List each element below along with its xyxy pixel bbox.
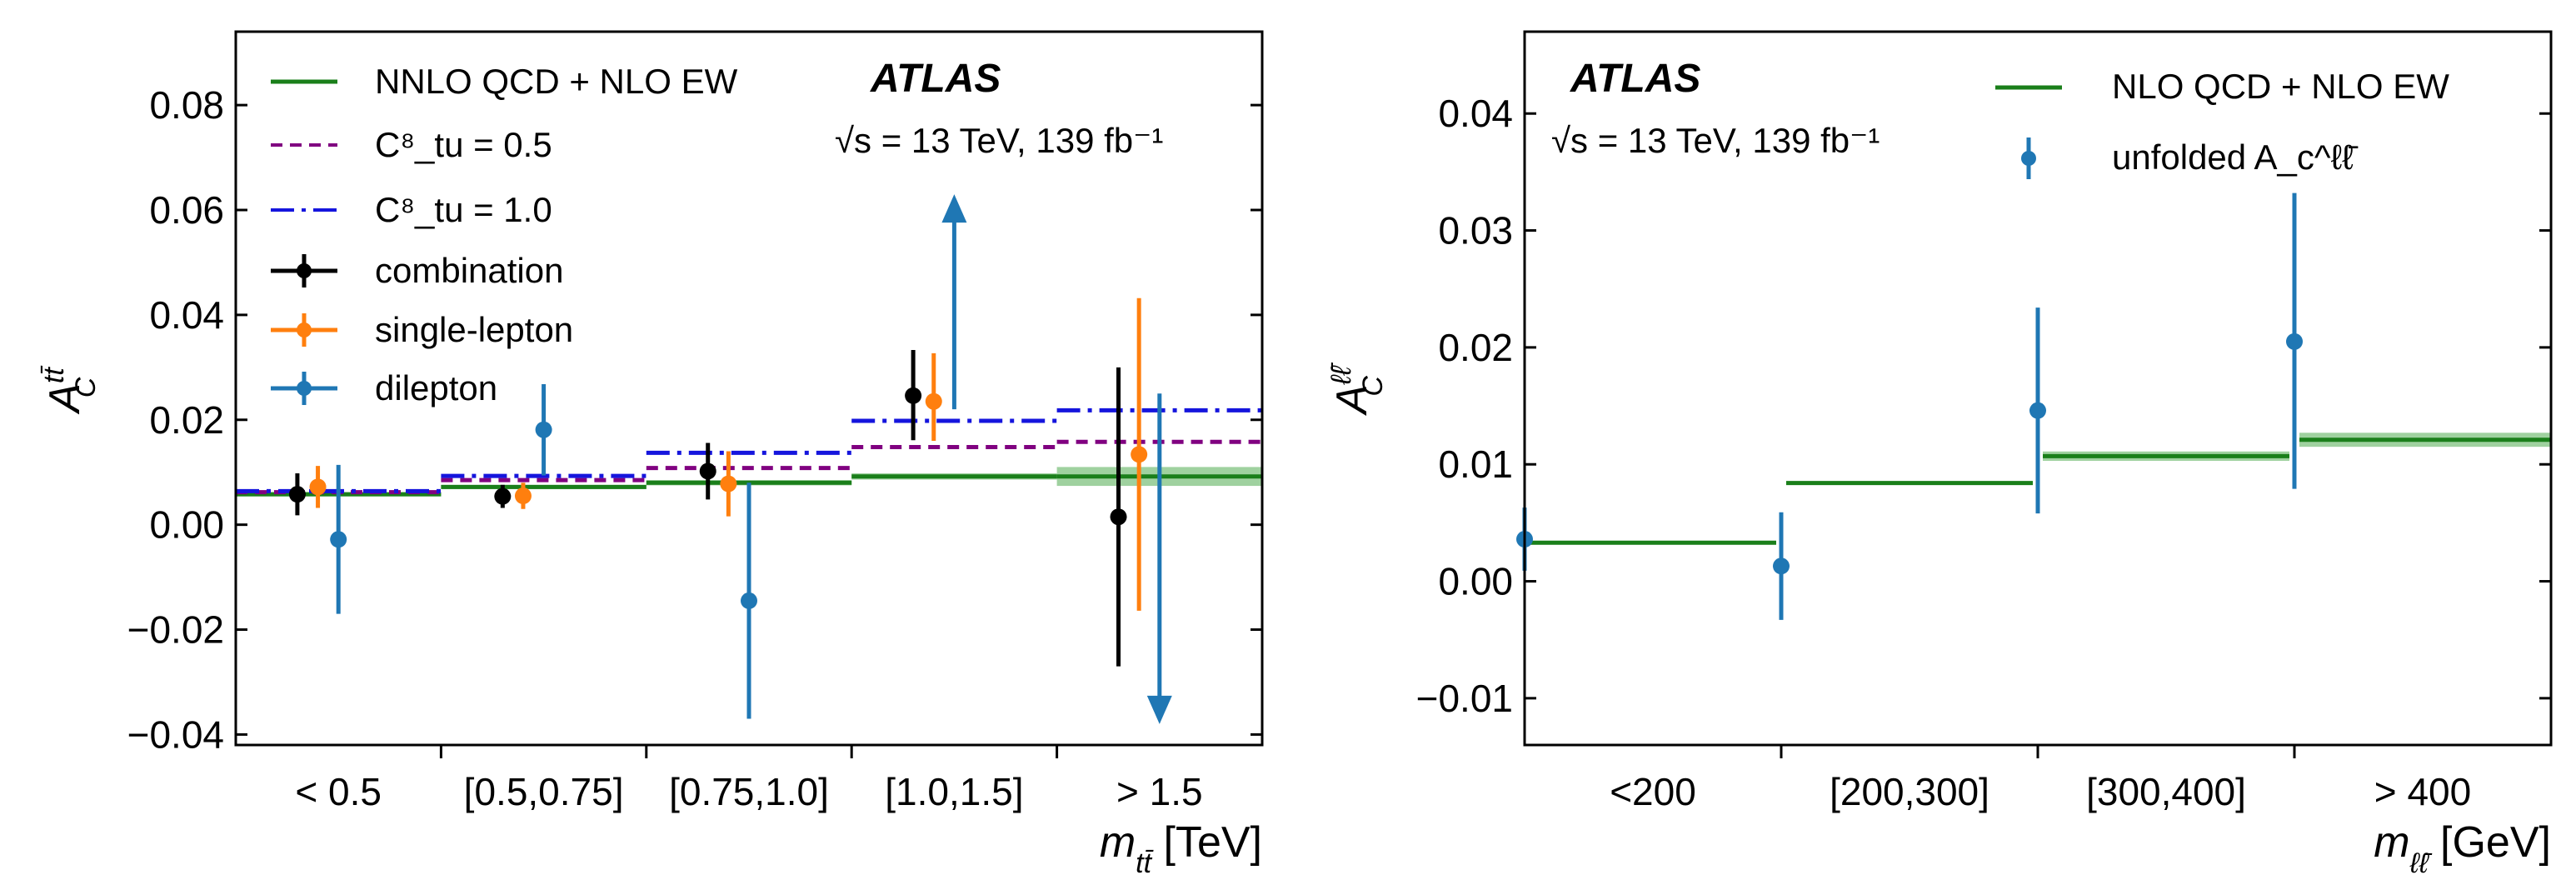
right-ytick-label: 0.02	[1438, 326, 1513, 369]
right-data-point	[2286, 332, 2303, 350]
legend-single-lepton-marker	[297, 322, 312, 338]
left-limit-arrow-head	[1146, 695, 1172, 724]
right-data-point	[2029, 402, 2046, 419]
left-y-axis: −0.04 −0.02 0.00 0.02 0.04 0.06 0.08	[127, 83, 1262, 756]
left-data-point	[699, 462, 716, 480]
right-legend: NLO QCD + NLO EW unfolded A_c^ℓℓ̄	[1995, 67, 2449, 179]
left-plot-frame	[234, 30, 1264, 747]
legend-unfolded-label: unfolded A_c^ℓℓ̄	[2112, 138, 2359, 177]
left-data-point	[1131, 446, 1148, 463]
right-x-axis-title: mℓℓ̄ [GeV]	[2374, 818, 2551, 879]
left-data-point	[288, 486, 306, 503]
legend-dilepton-label: dilepton	[375, 368, 497, 408]
legend-single-lepton-label: single-lepton	[375, 310, 573, 349]
legend-c10-label: C⁸_tu = 1.0	[375, 190, 552, 229]
left-limit-arrow-head	[941, 194, 967, 223]
legend-unfolded-marker	[2021, 151, 2036, 166]
left-plot-area	[236, 194, 1262, 724]
left-category-label: [1.0,1.5]	[885, 770, 1023, 813]
right-category-label: [200,300]	[1830, 770, 1989, 813]
left-ytick-label: 0.08	[149, 83, 224, 127]
right-ytick-label: 0.03	[1438, 209, 1513, 252]
left-data-point	[1110, 508, 1127, 526]
legend-combination-label: combination	[375, 251, 563, 290]
legend-c05-label: C⁸_tu = 0.5	[375, 125, 552, 164]
right-category-label: <200	[1610, 770, 1696, 813]
left-ytick-label: −0.02	[127, 608, 224, 652]
right-data-point	[1773, 558, 1790, 575]
left-atlas-label: ATLAS	[870, 57, 1001, 101]
legend-nlo-label: NLO QCD + NLO EW	[2112, 67, 2449, 106]
left-ytick-label: 0.04	[149, 293, 224, 337]
left-category-label: < 0.5	[295, 770, 382, 813]
left-category-label: [0.75,1.0]	[669, 770, 829, 813]
legend-dilepton-marker	[297, 381, 312, 396]
right-plot-area	[1516, 192, 2551, 620]
left-category-label: > 1.5	[1116, 770, 1203, 813]
right-ytick-label: 0.00	[1438, 560, 1513, 603]
left-data-point	[494, 488, 512, 505]
left-category-label: [0.5,0.75]	[464, 770, 624, 813]
left-data-point	[514, 488, 532, 505]
left-data-point	[925, 392, 942, 410]
left-ytick-label: 0.06	[149, 188, 224, 232]
right-ytick-label: 0.04	[1438, 92, 1513, 135]
right-panel: −0.01 0.00 0.01 0.02 0.03 0.04 <200 [200,300] […	[1325, 30, 2553, 879]
left-ytick-label: 0.02	[149, 398, 224, 442]
left-legend: NNLO QCD + NLO EW C⁸_tu = 0.5 C⁸_tu = 1.…	[271, 62, 738, 408]
right-ytick-label: −0.01	[1416, 677, 1513, 720]
left-data-point	[741, 592, 757, 609]
left-panel: −0.04 −0.02 0.00 0.02 0.04 0.06 0.08 < 0.5 [0.5…	[38, 30, 1264, 879]
left-data-point	[309, 478, 327, 496]
right-y-axis-title: Aℓℓ̄C	[1325, 362, 1389, 417]
left-y-axis-title: Att̄C	[38, 365, 102, 414]
left-x-axis-title: mtt̄ [TeV]	[1100, 818, 1262, 879]
left-ytick-label: 0.00	[149, 503, 224, 547]
left-ytick-label: −0.04	[127, 712, 224, 756]
right-category-label: > 400	[2374, 770, 2471, 813]
left-x-axis: < 0.5 [0.5,0.75] [0.75,1.0] [1.0,1.5] > 1.5	[295, 745, 1203, 813]
legend-combination-marker	[297, 263, 312, 278]
right-category-label: [300,400]	[2086, 770, 2246, 813]
left-data-point	[330, 531, 347, 548]
right-x-axis: <200 [200,300] [300,400] > 400	[1610, 745, 2471, 813]
left-data-point	[905, 387, 922, 404]
right-atlas-label: ATLAS	[1570, 57, 1700, 101]
legend-nnlo-label: NNLO QCD + NLO EW	[375, 62, 738, 101]
left-data-point	[535, 421, 552, 438]
left-energy-label: √s = 13 TeV, 139 fb⁻¹	[835, 121, 1163, 160]
right-ytick-label: 0.01	[1438, 442, 1513, 486]
right-y-axis: −0.01 0.00 0.01 0.02 0.03 0.04	[1416, 92, 2551, 720]
left-data-point	[720, 475, 737, 492]
right-energy-label: √s = 13 TeV, 139 fb⁻¹	[1551, 121, 1880, 160]
